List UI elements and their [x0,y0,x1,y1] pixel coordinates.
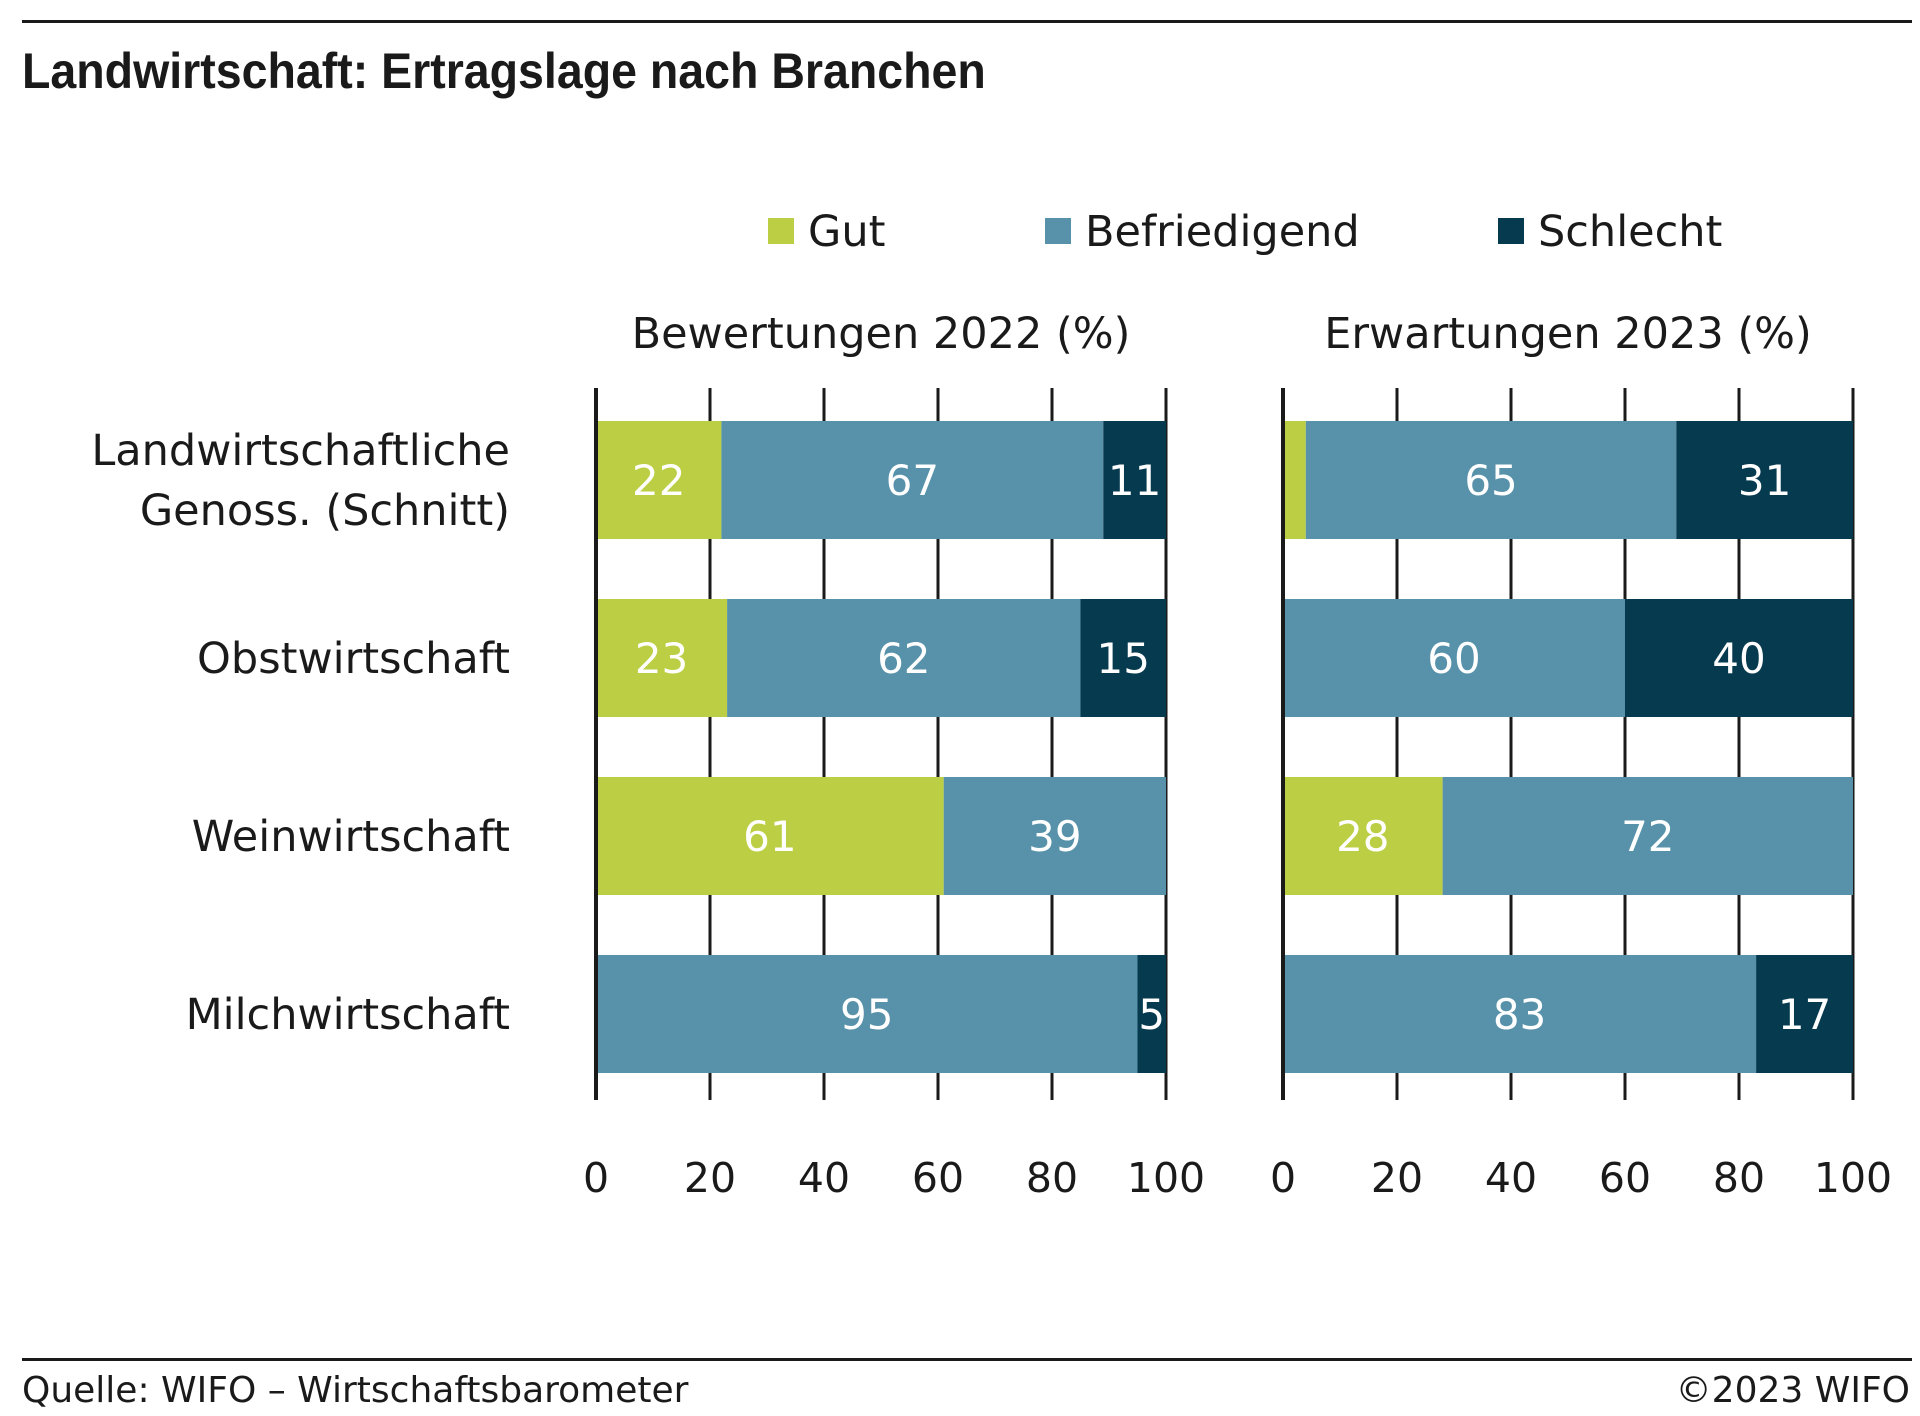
panel-2023-bar-befriedigend [1305,421,1677,539]
panel-2023-bar-befriedigend [1283,599,1625,717]
panel-2022-data-label: 15 [1097,634,1150,683]
panel-2022-bar-befriedigend [727,599,1081,717]
panel-2022-data-label: 67 [886,456,939,505]
panel-2022-bar-gut [596,421,722,539]
panel-2022-tick-label: 80 [1026,1154,1078,1202]
panel-2022-tick-label: 100 [1127,1154,1205,1202]
panel-2023-bar-befriedigend [1283,955,1757,1073]
legend-label-schlecht: Schlecht [1538,207,1722,257]
panel-2022-bar-gut [596,777,944,895]
panel-2022-data-label: 61 [743,812,796,861]
panel-2023-bar-schlecht [1676,421,1853,539]
panel-2022-tick-label: 60 [912,1154,964,1202]
panel-2023-data-label: 17 [1778,990,1831,1039]
panel-2022-data-label: 5 [1138,990,1165,1039]
panel-2022-bar-befriedigend [596,955,1138,1073]
panel-2022-bar-befriedigend [943,777,1166,895]
panel-2023-data-label: 65 [1464,456,1517,505]
legend-label-gut: Gut [808,207,885,257]
panel-2022-title: Bewertungen 2022 (%) [632,309,1131,359]
legend-label-befriedigend: Befriedigend [1085,207,1360,257]
legend-swatch-befriedigend [1045,218,1071,244]
panel-2023-data-label: 31 [1738,456,1791,505]
panel-2023-data-label: 60 [1427,634,1480,683]
panel-2022-bar-schlecht [1137,955,1166,1073]
panel-2022-data-label: 39 [1028,812,1081,861]
panel-2022-data-label: 62 [877,634,930,683]
panel-2023-bar-befriedigend [1442,777,1853,895]
panel-2022-data-label: 11 [1108,456,1161,505]
legend-swatch-gut [768,218,794,244]
panel-2023-data-label: 72 [1621,812,1674,861]
panel-2022-bar-befriedigend [721,421,1104,539]
panel-2022-data-label: 23 [635,634,688,683]
panel-2022-tick-label: 40 [798,1154,850,1202]
panel-2022-data-label: 95 [840,990,893,1039]
footer-copyright: ©2023 WIFO [1675,1370,1910,1411]
category-label: Milchwirtschaft [186,990,510,1040]
panel-2022-bar-gut [596,599,728,717]
panel-2022-bar-schlecht [1103,421,1166,539]
panel-2023-bar-schlecht [1756,955,1853,1073]
category-label: Obstwirtschaft [197,634,510,684]
panel-2023-bar-gut [1283,421,1306,539]
panel-2023-data-label: 28 [1336,812,1389,861]
panel-2023-bar-schlecht [1625,599,1853,717]
panel-2023-bar-gut [1283,777,1443,895]
bottom-rule [22,1358,1912,1361]
panel-2022-data-label: 22 [632,456,685,505]
panel-2022-tick-label: 20 [684,1154,736,1202]
panel-2022-bar-schlecht [1080,599,1166,717]
top-rule [22,20,1912,23]
legend-swatch-schlecht [1498,218,1524,244]
footer-source: Quelle: WIFO – Wirtschaftsbarometer [22,1370,689,1411]
panel-2023-tick-label: 80 [1713,1154,1765,1202]
category-label: Genoss. (Schnitt) [140,486,510,536]
chart-title: Landwirtschaft: Ertragslage nach Branche… [22,43,986,99]
panel-2023-tick-label: 40 [1485,1154,1537,1202]
panel-2023-data-label: 40 [1712,634,1765,683]
panel-2023-data-label: 83 [1493,990,1546,1039]
panel-2022-tick-label: 0 [583,1154,609,1202]
panel-2023-tick-label: 20 [1371,1154,1423,1202]
category-label: Landwirtschaftliche [91,426,510,476]
panel-2023-tick-label: 0 [1270,1154,1296,1202]
panel-2023-tick-label: 100 [1814,1154,1892,1202]
category-label: Weinwirtschaft [192,812,510,862]
panel-2023-title: Erwartungen 2023 (%) [1324,309,1812,359]
panel-2023-tick-label: 60 [1599,1154,1651,1202]
